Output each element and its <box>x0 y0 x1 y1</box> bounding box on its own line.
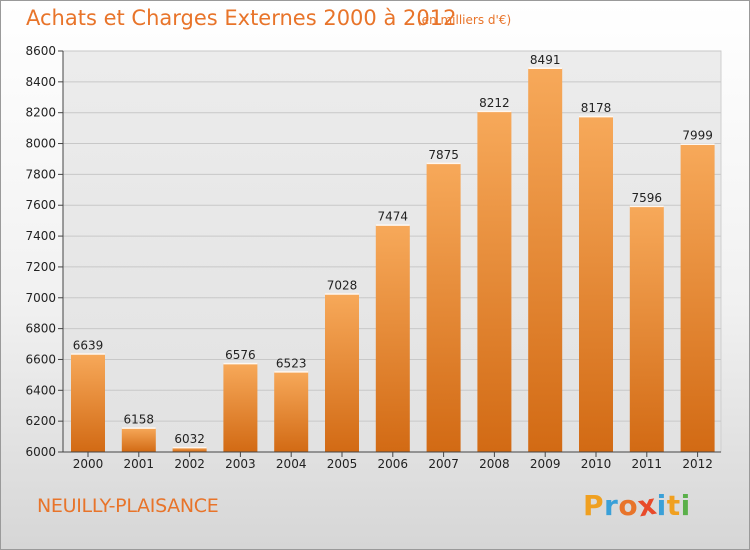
data-label: 6158 <box>124 413 155 427</box>
y-tick-label: 6000 <box>25 445 56 459</box>
bar <box>680 143 715 452</box>
x-axis: 2000 2001 2002 2003 2004 2005 2006 2007 2008 2009… <box>63 451 721 471</box>
bars <box>71 67 715 452</box>
x-tick-label: 2006 <box>378 457 409 471</box>
y-tick-label: 6200 <box>25 414 56 428</box>
y-tick-label: 8200 <box>25 106 56 120</box>
y-tick-label: 8400 <box>25 75 56 89</box>
y-tick-label: 8600 <box>25 44 56 58</box>
chart-subtitle: (en milliers d'€) <box>417 13 512 27</box>
data-label: 8491 <box>530 53 561 67</box>
x-tick-label: 2010 <box>581 457 612 471</box>
x-tick-label: 2002 <box>174 457 205 471</box>
x-tick-label: 2000 <box>73 457 104 471</box>
bar <box>528 67 563 452</box>
bar <box>629 205 664 452</box>
x-tick-label: 2001 <box>124 457 155 471</box>
x-tick-label: 2004 <box>276 457 307 471</box>
commune-name: NEUILLY-PLAISANCE <box>37 495 219 517</box>
chart-title: Achats et Charges Externes 2000 à 2012 <box>26 6 457 30</box>
y-tick-label: 7200 <box>25 260 56 274</box>
data-label: 7875 <box>428 148 459 162</box>
bar <box>426 162 461 452</box>
logo-letter: r <box>604 489 619 522</box>
data-label: 7028 <box>327 278 358 292</box>
x-tick-label: 2009 <box>530 457 561 471</box>
logo-letter: P <box>583 489 605 522</box>
proxiti-logo: Proxiti <box>583 488 691 524</box>
y-tick-label: 7000 <box>25 291 56 305</box>
y-tick-label: 6600 <box>25 352 56 366</box>
x-tick-label: 2012 <box>682 457 713 471</box>
data-label: 6576 <box>225 348 256 362</box>
x-tick-label: 2007 <box>428 457 459 471</box>
bar <box>375 224 410 452</box>
x-tick-label: 2003 <box>225 457 256 471</box>
logo-letter: i <box>680 489 691 522</box>
bar <box>579 116 613 452</box>
y-tick-label: 7600 <box>25 198 56 212</box>
x-tick-label: 2011 <box>632 457 663 471</box>
data-label: 7999 <box>682 129 713 143</box>
data-label: 6032 <box>174 432 205 446</box>
bar <box>274 371 309 452</box>
bar <box>172 447 207 452</box>
data-label: 7474 <box>378 210 409 224</box>
y-tick-label: 8000 <box>25 137 56 151</box>
data-label: 6523 <box>276 356 307 370</box>
x-tick-label: 2008 <box>479 457 510 471</box>
data-label: 8178 <box>581 101 612 115</box>
data-label: 6639 <box>73 338 104 352</box>
y-tick-label: 7800 <box>25 167 56 181</box>
y-tick-label: 6800 <box>25 322 56 336</box>
x-tick-label: 2005 <box>327 457 358 471</box>
bar <box>121 427 156 452</box>
bar <box>71 353 105 452</box>
logo-letter: i <box>656 489 667 522</box>
logo-letter: t <box>666 489 681 522</box>
data-labels: 6639 6158 6032 6576 6523 7028 7474 7875 8212 8491… <box>73 53 713 446</box>
y-axis: 6000 6200 6400 6600 6800 7000 7200 7400 7600 7800… <box>25 44 64 459</box>
data-label: 7596 <box>632 191 663 205</box>
bar <box>325 293 359 452</box>
logo-letter: o <box>618 489 639 522</box>
data-label: 8212 <box>479 96 510 110</box>
y-tick-label: 7400 <box>25 229 56 243</box>
bar <box>223 363 258 452</box>
y-tick-label: 6400 <box>25 383 56 397</box>
bar <box>477 110 512 452</box>
